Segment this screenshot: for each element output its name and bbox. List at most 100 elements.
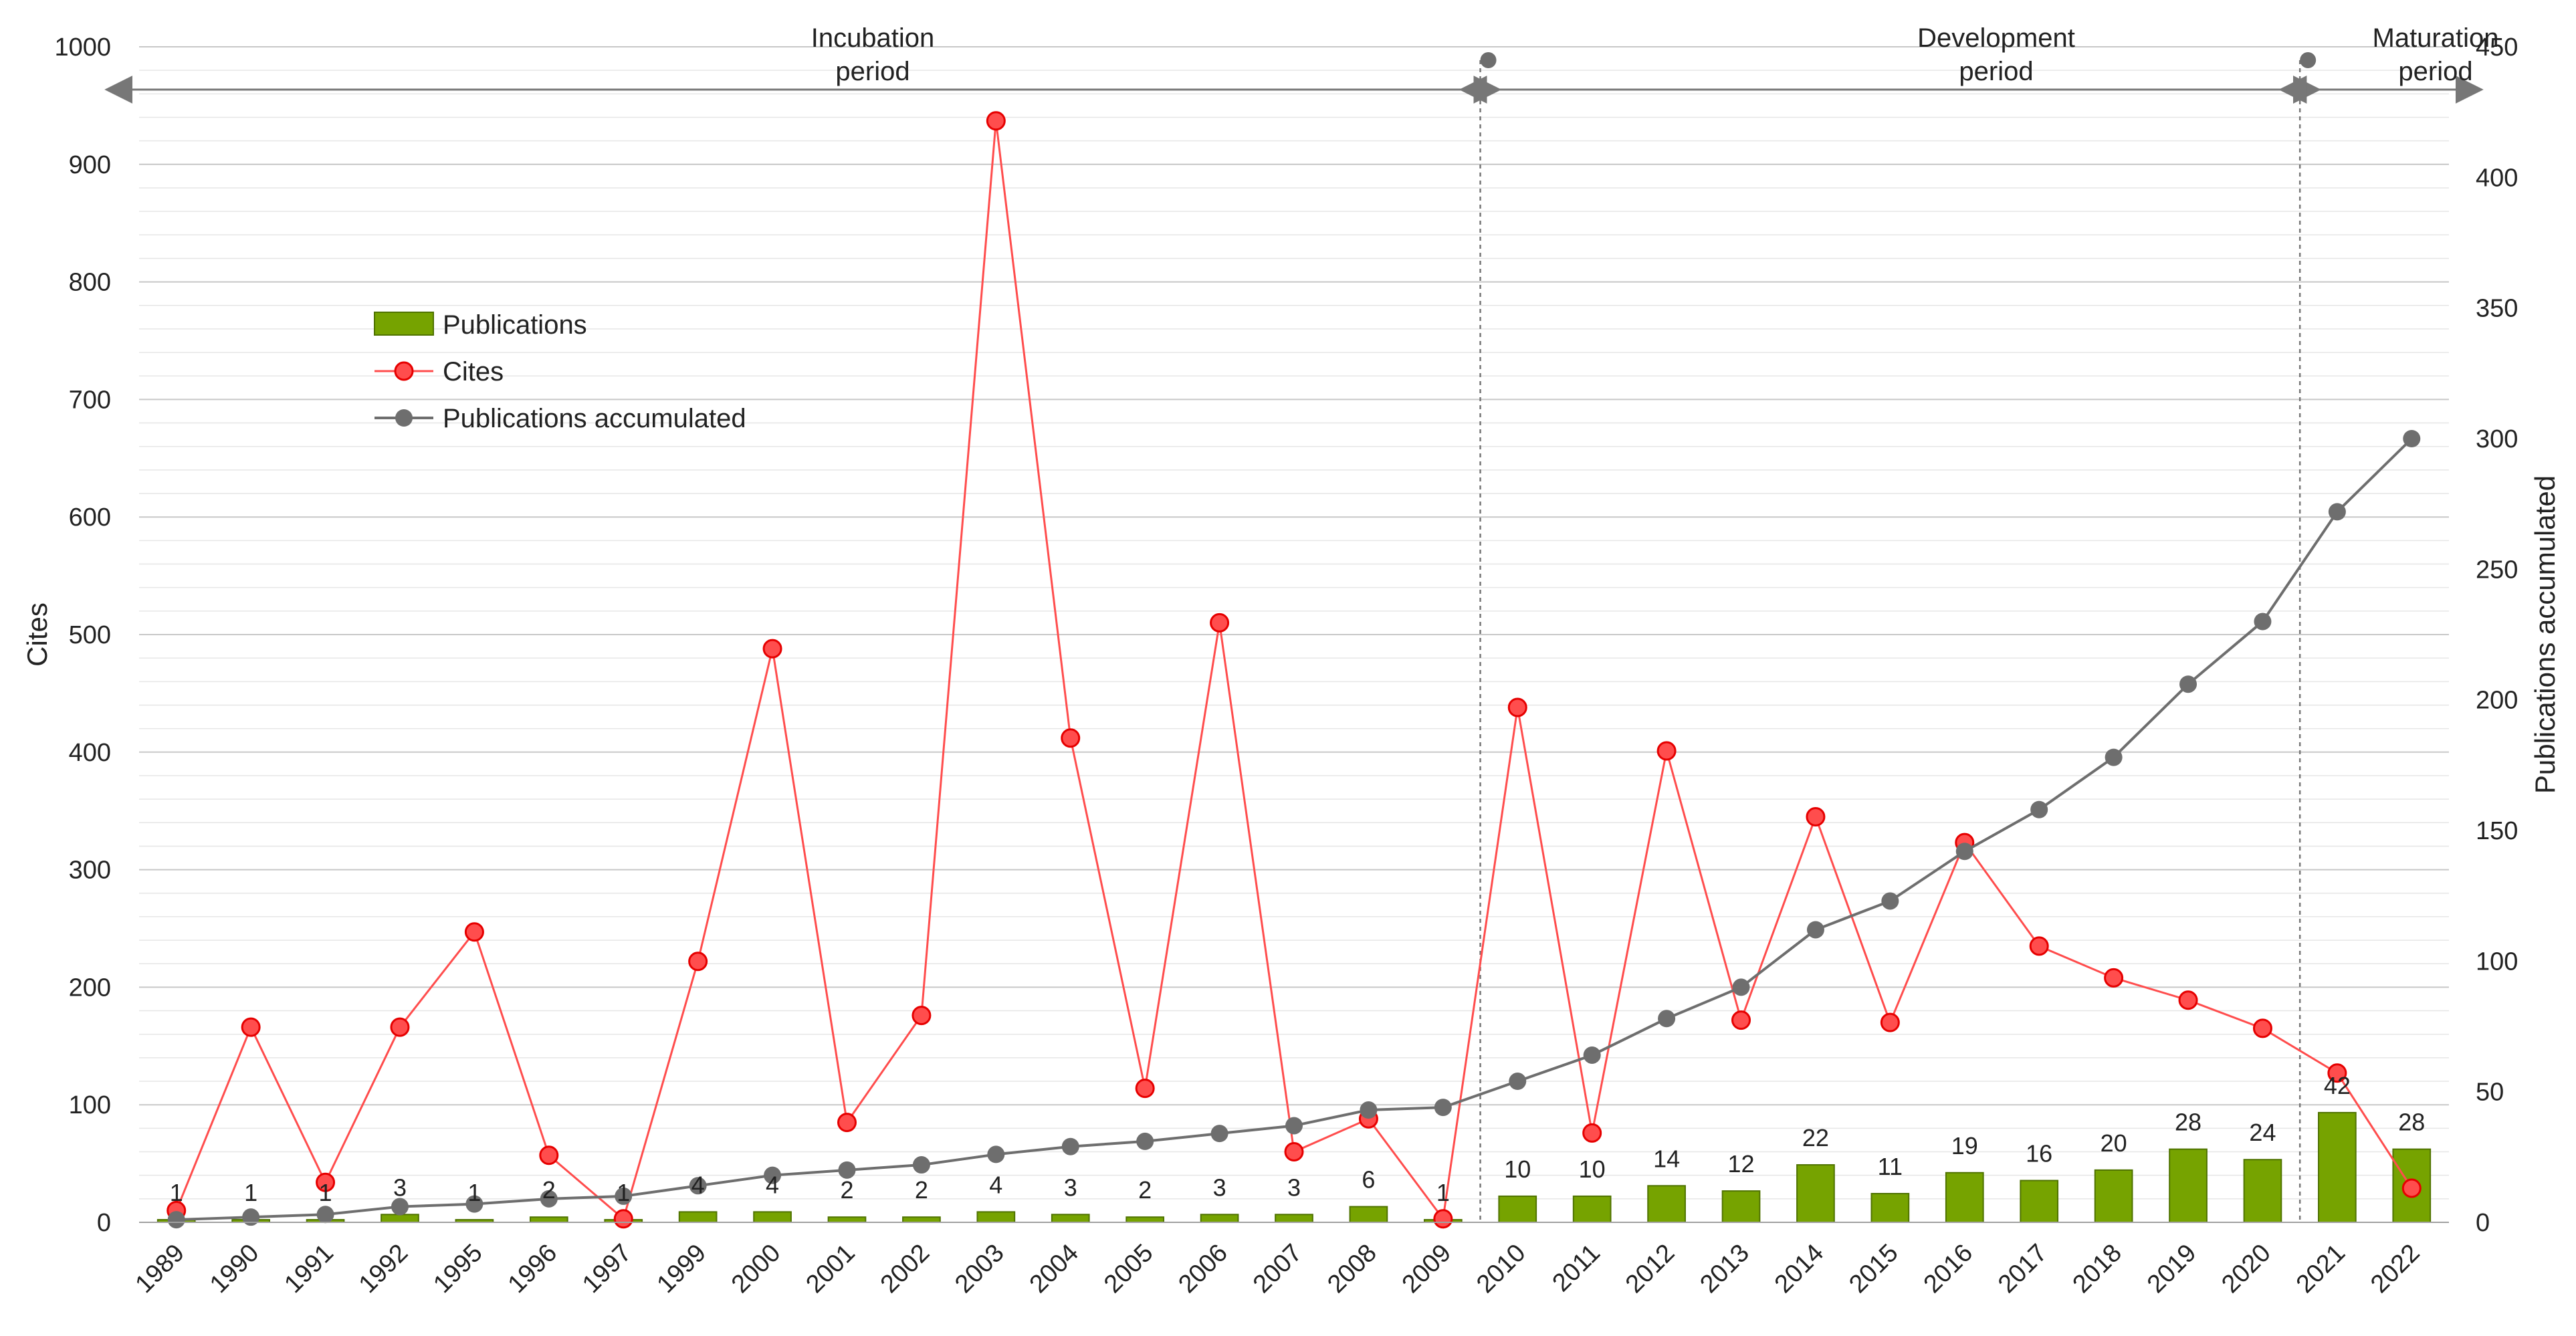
cites-point [1284, 1142, 1304, 1162]
x-tick-label: 2017 [1993, 1239, 2052, 1299]
publications-bars [156, 1111, 2432, 1224]
x-tick-label: 2007 [1248, 1239, 1307, 1299]
y-tick-label: 800 [69, 269, 111, 297]
y-tick-label: 500 [69, 621, 111, 649]
bar-value-label: 4 [691, 1171, 705, 1198]
publications-accumulated-point [1434, 1099, 1452, 1117]
legend: Publications Cites Publications accumulate… [374, 310, 746, 433]
period-divider-marker [1480, 52, 1497, 68]
period-label-line1: Maturation [2373, 23, 2499, 53]
publications-accumulated-point [2105, 748, 2123, 766]
publications-bar [1051, 1214, 1090, 1224]
x-tick-label: 2016 [1919, 1239, 1978, 1299]
publications-bar [2318, 1111, 2357, 1224]
publications-accumulated-point [2328, 503, 2346, 521]
cites-point [1731, 1010, 1751, 1030]
publications-accumulated-point [1658, 1010, 1676, 1028]
publications-accumulated-point [1583, 1046, 1601, 1064]
publications-bar [1125, 1216, 1165, 1223]
legend-swatch-publications [374, 312, 434, 336]
publications-bar [2020, 1180, 2059, 1223]
bar-value-label: 6 [1362, 1166, 1375, 1194]
y-tick-label: 300 [69, 857, 111, 885]
y-tick-label: 600 [69, 504, 111, 532]
publications-bar [827, 1216, 867, 1223]
bar-value-label: 3 [1064, 1174, 1077, 1201]
bar-value-label: 28 [2175, 1109, 2202, 1136]
x-tick-label: 2005 [1099, 1239, 1158, 1299]
cites-point [1582, 1123, 1602, 1143]
publications-accumulated-point [2254, 613, 2272, 631]
cites-point [316, 1172, 336, 1192]
x-tick-label: 2004 [1025, 1239, 1084, 1299]
bar-value-label: 12 [1727, 1150, 1754, 1178]
x-tick-label: 1990 [205, 1239, 264, 1299]
x-tick-label: 2012 [1620, 1239, 1680, 1299]
bar-value-label: 1 [319, 1179, 332, 1206]
y-right-tick-label: 250 [2476, 556, 2518, 584]
y-tick-label: 700 [69, 386, 111, 414]
x-tick-label: 2009 [1397, 1239, 1457, 1299]
publications-bar [2169, 1148, 2208, 1223]
bar-value-label: 1 [170, 1179, 183, 1206]
bar-value-label: 20 [2101, 1129, 2127, 1157]
bar-value-label: 10 [1504, 1155, 1531, 1183]
publications-accumulated-point [242, 1208, 260, 1226]
publications-accumulated-point [615, 1187, 633, 1205]
cites-point [539, 1145, 559, 1165]
gridlines [139, 46, 2449, 1223]
x-tick-label: 2015 [1844, 1239, 1903, 1299]
y-right-tick-label: 300 [2476, 425, 2518, 453]
x-tick-label: 2002 [875, 1239, 935, 1299]
period-label-line2: period [1959, 57, 2033, 86]
publications-bar [678, 1211, 718, 1223]
bar-value-label: 3 [393, 1174, 407, 1201]
legend-label: Publications [443, 310, 587, 340]
publications-accumulated-point [764, 1166, 782, 1184]
publications-bar [1945, 1172, 1984, 1223]
bar-value-label: 1 [617, 1179, 630, 1206]
period-annotations: Incubation period Development period Maturat… [104, 23, 2499, 1222]
bar-value-label: 11 [1878, 1153, 1903, 1180]
bar-value-label: 2 [542, 1176, 556, 1204]
y-right-tick-label: 150 [2476, 817, 2518, 845]
cites-point [1061, 728, 1081, 748]
y-axis-title: Cites [21, 602, 53, 667]
cites-point [1507, 697, 1527, 717]
cites-point [911, 1006, 932, 1026]
publications-bar [1200, 1214, 1239, 1224]
bar-value-label: 3 [1213, 1174, 1226, 1201]
cites-point [2104, 968, 2124, 988]
publications-accumulated-point [1061, 1137, 1079, 1155]
cites-point [2178, 990, 2198, 1010]
publications-accumulated-point [1285, 1117, 1303, 1135]
x-tick-label: 2018 [2067, 1239, 2127, 1299]
series-lines [167, 111, 2422, 1229]
y-right-tick-label: 450 [2476, 33, 2518, 62]
cites-point [464, 922, 484, 942]
publications-accumulated-point [689, 1177, 707, 1195]
publications-bar [1647, 1185, 1686, 1223]
legend-label: Cites [443, 357, 504, 386]
bar-value-label: 19 [1951, 1132, 1978, 1159]
y-right-axis-title: Publications accumulated [2529, 475, 2561, 794]
cites-point [2327, 1063, 2347, 1083]
y-tick-label: 100 [69, 1091, 111, 1119]
x-tick-label: 2013 [1695, 1239, 1754, 1299]
period-divider-marker [2300, 52, 2317, 68]
x-tick-label: 2000 [726, 1239, 786, 1299]
x-tick-label: 1999 [652, 1239, 712, 1299]
publications-accumulated-point [391, 1198, 409, 1216]
publications-accumulated-point [2403, 430, 2421, 447]
publications-bar [1572, 1195, 1612, 1224]
publications-bar [902, 1216, 941, 1223]
cites-point [1880, 1012, 1900, 1032]
publications-bar [1275, 1214, 1313, 1224]
x-tick-label: 1997 [577, 1239, 637, 1299]
x-tick-label: 2014 [1769, 1239, 1829, 1299]
x-tick-label: 2022 [2365, 1239, 2425, 1299]
x-tick-label: 1989 [130, 1239, 190, 1299]
cites-point [1135, 1079, 1155, 1099]
